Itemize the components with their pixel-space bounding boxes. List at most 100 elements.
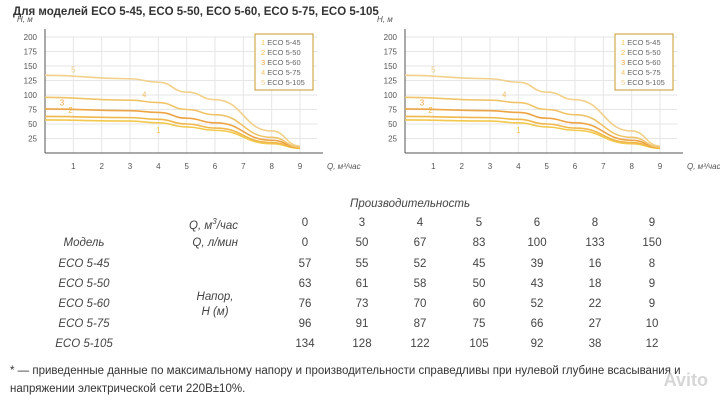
q-lmin-value: 50	[355, 237, 369, 249]
y-tick-label: 100	[384, 91, 398, 100]
x-tick-label: 1	[431, 162, 436, 171]
head-value: 50	[472, 278, 486, 290]
x-tick-label: 7	[241, 162, 246, 171]
y-tick-label: 50	[28, 120, 37, 129]
head-label-1: Напор,	[196, 291, 234, 303]
series-marker-label: 1	[156, 126, 161, 135]
head-value: 22	[588, 298, 602, 310]
q-m3-label: Q, м3/час	[189, 217, 238, 232]
q-lmin-value: 150	[642, 237, 662, 249]
head-value: 43	[530, 278, 544, 290]
series-marker-label: 3	[420, 98, 425, 107]
head-value: 52	[413, 258, 427, 270]
x-tick-label: 6	[573, 162, 578, 171]
head-value: 45	[472, 258, 486, 270]
model-name: ECO 5-75	[58, 318, 110, 330]
head-value: 63	[298, 278, 312, 290]
y-tick-label: 150	[24, 62, 38, 71]
x-tick-label: 9	[658, 162, 663, 171]
series-line	[404, 119, 661, 150]
watermark: Avito	[663, 370, 708, 390]
q-m3-value: 3	[358, 217, 366, 229]
x-tick-label: 8	[629, 162, 634, 171]
series-line	[404, 74, 661, 147]
head-value: 16	[588, 258, 602, 270]
y-axis-label: H, м	[17, 15, 33, 24]
model-name: ECO 5-50	[58, 278, 110, 290]
y-tick-label: 125	[24, 77, 38, 86]
x-tick-label: 3	[488, 162, 493, 171]
legend-entry: 2 ECO 5-50	[621, 48, 661, 57]
x-tick-label: 1	[71, 162, 76, 171]
head-value: 57	[298, 258, 312, 270]
series-marker-label: 4	[142, 90, 147, 99]
model-name: ECO 5-105	[55, 338, 113, 350]
model-name: ECO 5-60	[58, 298, 110, 310]
x-tick-label: 6	[213, 162, 218, 171]
legend-entry: 1 ECO 5-45	[261, 38, 301, 47]
x-tick-label: 5	[544, 162, 549, 171]
head-value: 73	[355, 298, 369, 310]
head-value: 55	[355, 258, 369, 270]
x-tick-label: 2	[99, 162, 104, 171]
legend-entry: 3 ECO 5-60	[621, 58, 661, 67]
head-value: 9	[648, 278, 656, 290]
x-tick-label: 3	[128, 162, 133, 171]
head-value: 58	[413, 278, 427, 290]
head-value: 12	[645, 338, 659, 350]
y-tick-label: 25	[28, 135, 37, 144]
y-tick-label: 50	[388, 120, 397, 129]
series-line	[44, 74, 301, 147]
legend-box	[254, 33, 314, 91]
head-value: 18	[588, 278, 602, 290]
head-value: 52	[530, 298, 544, 310]
legend-entry: 5 ECO 5-105	[621, 78, 665, 87]
y-tick-label: 200	[24, 33, 38, 42]
series-marker-label: 1	[516, 126, 521, 135]
head-value: 76	[298, 298, 312, 310]
head-value: 39	[530, 258, 544, 270]
legend-entry: 1 ECO 5-45	[621, 38, 661, 47]
head-value: 61	[355, 278, 369, 290]
model-name: ECO 5-45	[58, 258, 110, 270]
series-marker-label: 3	[60, 98, 65, 107]
head-value: 96	[298, 318, 312, 330]
legend-entry: 3 ECO 5-60	[261, 58, 301, 67]
series-line	[44, 115, 301, 149]
head-value: 70	[413, 298, 427, 310]
y-tick-label: 25	[388, 135, 397, 144]
series-marker-label: 5	[431, 65, 436, 74]
x-tick-label: 9	[298, 162, 303, 171]
head-value: 105	[469, 338, 489, 350]
series-line	[404, 115, 661, 149]
x-tick-label: 4	[156, 162, 161, 171]
head-value: 9	[648, 298, 656, 310]
y-tick-label: 75	[388, 106, 397, 115]
legend-box	[614, 33, 674, 91]
series-line	[44, 119, 301, 150]
y-tick-label: 100	[24, 91, 38, 100]
series-line	[404, 96, 661, 148]
page-title: Для моделей ECO 5-45, ECO 5-50, ECO 5-60…	[13, 6, 379, 18]
q-m3-value: 5	[475, 217, 483, 229]
series-marker-label: 4	[502, 90, 507, 99]
q-lmin-label: Q, л/мин	[192, 237, 238, 249]
q-m3-value: 9	[648, 217, 656, 229]
x-tick-label: 2	[459, 162, 464, 171]
y-tick-label: 175	[24, 48, 38, 57]
series-line	[404, 108, 661, 149]
q-lmin-value: 67	[413, 237, 427, 249]
head-label-2: Н (м)	[201, 306, 229, 318]
y-tick-label: 150	[384, 62, 398, 71]
head-value: 92	[530, 338, 544, 350]
head-value: 27	[588, 318, 602, 330]
x-axis-label: Q, м³/час	[687, 162, 720, 171]
series-line	[44, 96, 301, 148]
head-value: 75	[472, 318, 486, 330]
x-axis-label: Q, м³/час	[327, 162, 361, 171]
legend-entry: 4 ECO 5-75	[621, 68, 661, 77]
head-value: 60	[472, 298, 486, 310]
